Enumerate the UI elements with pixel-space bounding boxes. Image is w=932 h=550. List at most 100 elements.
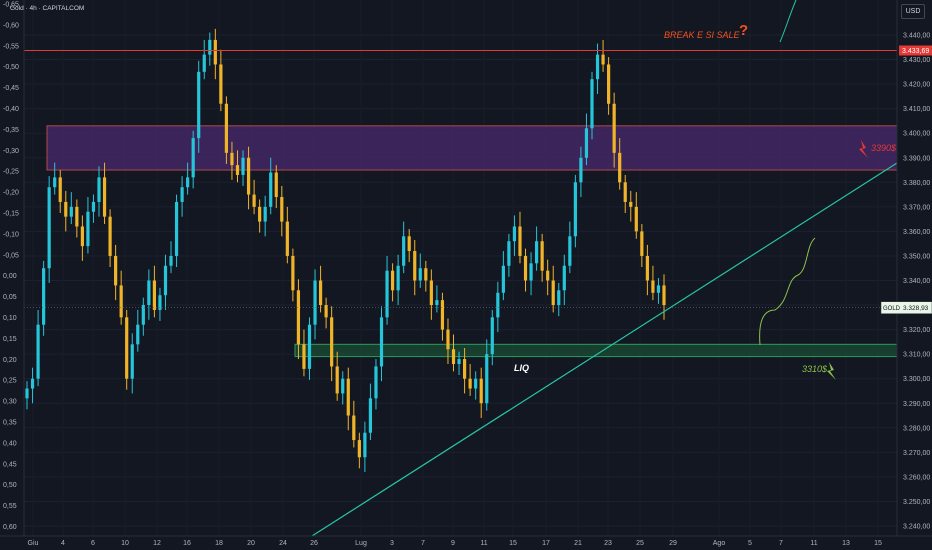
candle-body <box>629 201 633 207</box>
right-tick-label: 3.240,00 <box>903 524 930 531</box>
lightning-icon <box>827 362 836 380</box>
candle-body <box>147 280 151 306</box>
time-axis[interactable]: Giu 4 6 10 12 16 18 20 24 26 Lug 3 7 9 11 15 17 21 23 25 29 A… <box>28 540 882 547</box>
left-tick-label: 0,40 <box>3 440 17 447</box>
candle-body <box>479 378 483 404</box>
candle-body <box>341 378 345 394</box>
candle-body <box>36 324 40 379</box>
left-tick-label: -0,25 <box>3 169 19 176</box>
candle-body <box>557 290 561 306</box>
right-tick-label: 3.340,00 <box>903 278 930 285</box>
time-tick-label: 11 <box>810 540 817 547</box>
candle-body <box>158 295 162 310</box>
left-tick-label: -0,50 <box>3 64 19 71</box>
candle-body <box>180 187 184 202</box>
left-tick-label: -0,35 <box>3 127 19 134</box>
symbol-header[interactable]: Gold · 4h · CAPITALCOM <box>10 5 85 12</box>
candle-body <box>368 398 373 433</box>
candle-body <box>114 255 118 286</box>
candle-body <box>662 285 666 306</box>
candle-body <box>152 280 156 310</box>
candle-body <box>324 305 328 318</box>
left-tick-label: 0,05 <box>3 294 17 301</box>
candle-body <box>269 172 273 207</box>
left-axis[interactable]: -0,65 -0,60 -0,55 -0,50 -0,45 -0,40 -0,35 -0,30… <box>3 2 19 532</box>
candle-body <box>396 265 400 291</box>
candle-body <box>202 54 206 72</box>
candle-body <box>313 280 317 325</box>
candle-body <box>224 103 229 153</box>
candle-body <box>30 378 35 389</box>
candle-body <box>607 64 611 104</box>
candle-body <box>612 103 616 153</box>
right-tick-label: 3.290,00 <box>903 401 930 408</box>
candle-body <box>125 317 129 379</box>
candle-body <box>601 54 605 65</box>
right-tick-label: 3.270,00 <box>903 450 930 457</box>
time-tick-label: 11 <box>480 540 487 547</box>
left-tick-label: 0,60 <box>3 524 17 531</box>
candle-body <box>197 71 201 139</box>
candle-body <box>618 152 622 183</box>
left-tick-label: 0,35 <box>3 420 17 427</box>
candle-body <box>130 344 134 379</box>
zone-high-label: 3390$ <box>871 143 897 153</box>
candle-body <box>623 182 627 202</box>
candle-body <box>490 317 494 355</box>
hand-drawings <box>759 0 868 380</box>
candle-body <box>252 194 256 207</box>
candle-body <box>163 265 168 296</box>
time-tick-label: 16 <box>183 540 191 547</box>
candle-body <box>186 177 190 188</box>
right-axis[interactable]: 3.440,00 3.430,00 3.420,00 3.410,00 3.400,00… <box>903 33 930 531</box>
candle-body <box>219 64 223 104</box>
left-tick-label: 0,15 <box>3 336 17 343</box>
time-tick-label: Ago <box>713 540 726 547</box>
time-tick-label: 21 <box>574 540 582 547</box>
red-level-tag-text: 3.433,69 <box>902 48 929 55</box>
candle-body <box>357 440 361 458</box>
left-tick-label: 0,00 <box>3 273 17 280</box>
candle-body <box>640 231 644 256</box>
candle-body <box>523 255 528 281</box>
candle-body <box>335 366 339 394</box>
candle-body <box>562 265 566 291</box>
last-price-tag-text: 3.328,93 <box>903 305 929 312</box>
lightning-icon <box>859 140 868 158</box>
zone-low-label: 3310$ <box>802 364 828 374</box>
time-tick-label: 15 <box>874 540 882 547</box>
time-tick-label: 24 <box>279 540 287 547</box>
right-tick-label: 3.400,00 <box>903 131 930 138</box>
left-tick-label: 0,55 <box>3 503 17 510</box>
candle-body <box>42 268 46 325</box>
right-tick-label: 3.420,00 <box>903 82 930 89</box>
candle-body <box>363 432 367 458</box>
candle-body <box>296 290 301 345</box>
candle-body <box>402 236 406 266</box>
candle-body <box>208 39 212 55</box>
candle-body <box>80 226 84 247</box>
candle-body <box>64 201 68 217</box>
time-tick-label: 7 <box>779 540 783 547</box>
candle-body <box>191 138 195 178</box>
candle-body <box>346 378 350 416</box>
candle-body <box>241 157 245 175</box>
time-tick-label: 6 <box>91 540 95 547</box>
resistance-zone <box>46 125 898 171</box>
break-annotation: BREAK E SI SALE <box>664 30 740 40</box>
candle-body <box>274 172 278 198</box>
candle-body <box>485 354 489 404</box>
candle-body <box>352 415 356 441</box>
candle-body <box>440 300 445 330</box>
currency-button[interactable]: USD <box>901 4 925 19</box>
left-tick-label: -0,15 <box>3 211 19 218</box>
candle-body <box>136 324 140 345</box>
candle-body <box>58 177 62 202</box>
right-tick-label: 3.310,00 <box>903 352 930 359</box>
time-tick-label: 12 <box>153 540 161 547</box>
candle-body <box>540 241 544 271</box>
time-tick-label: 15 <box>509 540 517 547</box>
candle-body <box>429 280 433 306</box>
candle-body <box>246 157 251 195</box>
